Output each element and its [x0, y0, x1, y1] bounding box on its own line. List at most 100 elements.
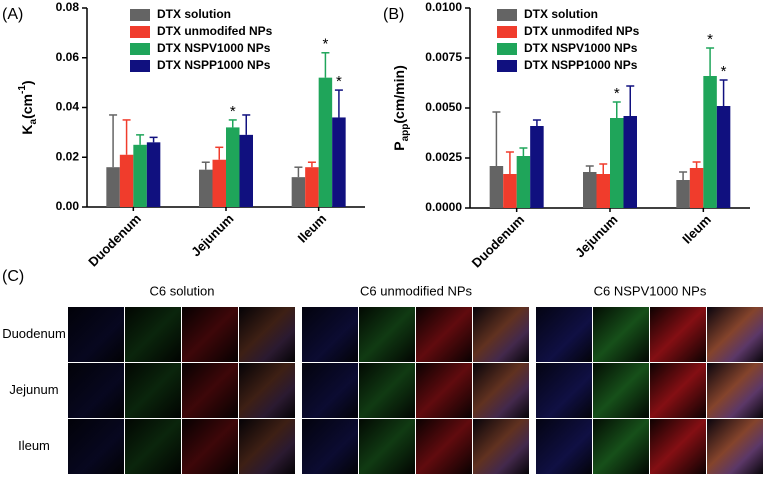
bar	[503, 174, 517, 208]
bar	[106, 167, 120, 207]
bar	[318, 77, 333, 208]
row-label: Jejunum	[9, 382, 58, 397]
y-axis-label: Papp(cm/min)	[391, 65, 411, 150]
y-axis-label-part: )	[19, 80, 35, 85]
x-tick-label: Ileum	[295, 211, 330, 246]
column-title: C6 unmodified NPs	[360, 283, 472, 298]
bar	[583, 172, 597, 208]
micrograph-signal	[68, 419, 124, 474]
legend-label: DTX solution	[157, 7, 231, 21]
y-tick-label: 0.02	[56, 149, 80, 163]
micrograph-signal	[125, 363, 181, 418]
micrograph-signal	[239, 419, 295, 474]
bar	[623, 116, 637, 208]
y-tick-label: 0.06	[56, 50, 80, 64]
micrograph-signal	[707, 363, 763, 418]
x-tick-label: Ileum	[679, 212, 714, 247]
bar	[689, 168, 704, 208]
significance-mark: *	[721, 63, 727, 80]
bar	[703, 76, 717, 208]
legend-swatch	[130, 26, 150, 38]
micrograph-signal	[650, 419, 706, 474]
bar	[676, 180, 690, 208]
bar	[239, 134, 253, 207]
micrograph-signal	[650, 307, 706, 362]
row-label: Duodenum	[2, 326, 66, 341]
bar	[530, 126, 544, 208]
legend-swatch	[130, 60, 150, 72]
y-axis-label-part: app	[400, 124, 411, 142]
micrograph-signal	[593, 307, 649, 362]
legend-label: DTX solution	[524, 7, 598, 21]
micrograph-signal	[359, 419, 415, 474]
row-label: Ileum	[18, 438, 50, 453]
micrograph-signal	[650, 363, 706, 418]
y-tick-label: 0.0025	[425, 150, 462, 164]
panel-label: (A)	[2, 6, 23, 23]
y-tick-label: 0.00	[56, 199, 80, 213]
micrograph-signal	[416, 307, 472, 362]
bar	[516, 156, 531, 208]
bar	[610, 118, 624, 208]
bar	[119, 154, 134, 207]
micrograph-signal	[239, 363, 295, 418]
micrograph-signal	[302, 307, 358, 362]
y-axis-label: Ka(cm-1)	[17, 80, 39, 134]
y-axis-label-part: -1	[17, 85, 28, 94]
micrograph-signal	[125, 419, 181, 474]
bar	[489, 166, 504, 208]
micrograph-signal	[593, 363, 649, 418]
micrograph-signal	[68, 363, 124, 418]
y-tick-label: 0.0000	[425, 200, 462, 214]
y-axis-label-part: P	[391, 141, 407, 150]
bar	[199, 169, 213, 207]
legend-swatch	[130, 9, 150, 21]
x-tick-label: Duodenum	[469, 212, 528, 271]
legend-label: DTX NSPP1000 NPs	[157, 58, 271, 72]
panel-label: (B)	[383, 6, 404, 23]
micrograph-signal	[68, 307, 124, 362]
micrograph-signal	[593, 419, 649, 474]
micrograph-signal	[239, 307, 295, 362]
column-title: C6 NSPV1000 NPs	[594, 283, 707, 298]
significance-mark: *	[322, 36, 328, 53]
x-tick-label: Duodenum	[85, 211, 144, 270]
y-tick-label: 0.0050	[425, 100, 462, 114]
bar	[716, 106, 731, 208]
legend-swatch	[497, 26, 517, 38]
panel-label: (C)	[2, 268, 24, 285]
micrograph-signal	[473, 363, 529, 418]
bar	[133, 144, 147, 207]
micrograph-signal	[473, 419, 529, 474]
y-axis-label-part: (cm/min)	[391, 65, 407, 123]
column-title: C6 solution	[149, 283, 214, 298]
micrograph-signal	[473, 307, 529, 362]
bar	[226, 127, 240, 207]
significance-mark: *	[230, 103, 236, 120]
micrograph-signal	[707, 419, 763, 474]
bar	[305, 167, 319, 207]
micrograph-signal	[536, 307, 592, 362]
y-tick-label: 0.08	[56, 0, 80, 14]
legend-swatch	[130, 43, 150, 55]
legend-swatch	[497, 43, 517, 55]
significance-mark: *	[707, 31, 713, 48]
micrograph-signal	[359, 307, 415, 362]
bar	[596, 174, 610, 208]
y-tick-label: 0.0100	[425, 0, 462, 14]
bar	[332, 117, 346, 207]
micrograph-signal	[536, 363, 592, 418]
bar	[291, 177, 306, 207]
micrograph-signal	[182, 307, 238, 362]
legend-label: DTX NSPP1000 NPs	[524, 58, 638, 72]
bar	[146, 142, 161, 207]
legend-label: DTX NSPV1000 NPs	[157, 41, 271, 55]
y-axis-label-part: a	[28, 118, 39, 124]
micrograph-signal	[302, 419, 358, 474]
legend-swatch	[497, 60, 517, 72]
micrograph-signal	[707, 307, 763, 362]
micrograph-signal	[182, 419, 238, 474]
legend-label: DTX NSPV1000 NPs	[524, 41, 638, 55]
y-axis-label-part: K	[19, 124, 35, 134]
